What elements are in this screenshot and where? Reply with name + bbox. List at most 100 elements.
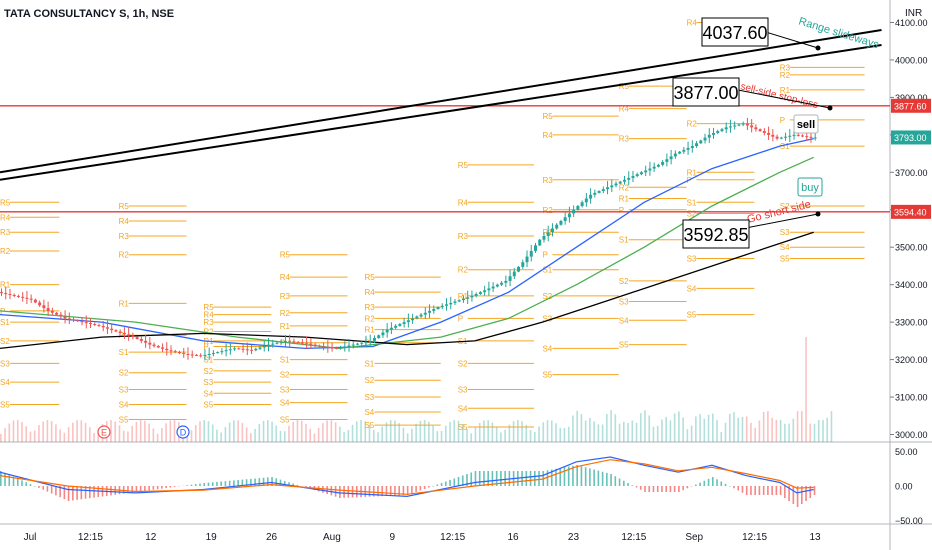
candle-body	[228, 349, 232, 351]
pivot-label: S4	[619, 316, 629, 325]
y-tick-label: 3900.00	[895, 93, 928, 103]
macd-histogram-bar	[589, 468, 591, 486]
volume-bar	[428, 421, 430, 442]
volume-bar	[813, 423, 816, 442]
volume-bar	[46, 420, 49, 442]
macd-histogram-bar	[707, 478, 710, 486]
macd-histogram-bar	[63, 486, 66, 500]
candle-body	[178, 352, 181, 354]
candle-body	[801, 135, 804, 137]
macd-histogram-bar	[4, 472, 6, 486]
pivot-label: S2	[203, 367, 213, 376]
pivot-label: R3	[364, 303, 375, 312]
candle-body	[546, 232, 550, 236]
candle-body	[21, 296, 25, 298]
volume-bar	[538, 426, 540, 442]
candle-body	[542, 235, 546, 240]
pivot-label: R3	[0, 228, 11, 237]
macd-histogram-bar	[665, 486, 667, 492]
volume-bar	[25, 426, 28, 442]
candle-body	[423, 312, 427, 315]
macd-histogram-bar	[38, 486, 40, 488]
candle-body	[771, 134, 775, 137]
volume-bar	[453, 420, 456, 442]
macd-histogram-bar	[534, 471, 536, 486]
volume-bar	[461, 423, 464, 442]
macd-signal-line	[0, 459, 814, 495]
candle-body	[597, 191, 601, 193]
pivot-label: P	[619, 206, 624, 215]
y-tick-label: 4100.00	[895, 18, 928, 28]
candle-body	[105, 327, 109, 329]
pivot-label: S3	[619, 298, 629, 307]
volume-bar	[707, 414, 710, 442]
currency-label: INR	[905, 8, 923, 19]
volume-bar	[63, 432, 66, 442]
volume-bar	[339, 426, 341, 442]
candle-body	[372, 338, 376, 341]
volume-bar	[356, 421, 358, 442]
pivot-label: S1	[542, 266, 552, 275]
macd-histogram-bar	[618, 478, 621, 486]
volume-bar	[347, 429, 350, 442]
pivot-label: R4	[687, 18, 698, 27]
macd-histogram-bar	[750, 486, 752, 495]
y-tick-label: 3300.00	[895, 318, 928, 328]
candle-body	[669, 156, 673, 160]
candle-body	[29, 298, 33, 300]
macd-histogram-bar	[716, 479, 718, 486]
candle-body	[741, 123, 745, 125]
pivot-label: S5	[203, 401, 213, 410]
pivot-label: R4	[458, 198, 469, 207]
macd-histogram-bar	[385, 486, 388, 496]
pivot-label: S1	[280, 356, 290, 365]
x-tick-label: 12:15	[78, 532, 103, 543]
candle-body	[42, 305, 46, 309]
macd-histogram-bar	[487, 471, 489, 486]
volume-bar	[385, 422, 388, 442]
candle-body	[148, 342, 152, 345]
volume-bar	[135, 421, 138, 442]
candle-body	[792, 134, 796, 136]
candle-body	[46, 308, 50, 311]
candle-body	[216, 352, 220, 354]
volume-bar	[805, 337, 807, 442]
price-badge	[891, 98, 931, 113]
volume-bar	[648, 415, 651, 442]
macd-histogram-bar	[627, 483, 629, 486]
macd-tick-label: −50.00	[895, 516, 923, 526]
pivot-label: R3	[203, 318, 214, 327]
candle-body	[491, 286, 495, 289]
volume-bar	[673, 413, 676, 442]
volume-bar	[80, 420, 83, 442]
volume-bar	[534, 432, 536, 442]
macd-histogram-bar	[89, 486, 91, 499]
macd-histogram-bar	[695, 484, 697, 486]
candle-body	[80, 321, 84, 323]
candle-body	[559, 221, 563, 225]
volume-bar	[563, 428, 566, 442]
pivot-label: R2	[119, 251, 130, 260]
volume-bar	[567, 426, 570, 442]
macd-histogram-bar	[686, 486, 689, 489]
volume-bar	[682, 417, 684, 442]
price-badge-label: 3877.60	[894, 101, 927, 111]
volume-bar	[237, 420, 239, 442]
volume-bar	[470, 433, 473, 442]
pivot-label: R3	[542, 176, 553, 185]
pivot-label: S2	[458, 359, 468, 368]
candle-body	[483, 290, 487, 293]
macd-histogram-bar	[593, 469, 595, 486]
macd-histogram-bar	[368, 486, 371, 497]
volume-bar	[394, 420, 396, 442]
macd-histogram-bar	[0, 471, 2, 486]
macd-histogram-bar	[12, 476, 15, 486]
volume-bar	[669, 420, 672, 442]
volume-bar	[826, 417, 829, 442]
pivot-label: P	[542, 251, 547, 260]
pivot-label: R2	[458, 266, 469, 275]
macd-histogram-bar	[661, 486, 663, 492]
volume-bar	[207, 421, 210, 442]
